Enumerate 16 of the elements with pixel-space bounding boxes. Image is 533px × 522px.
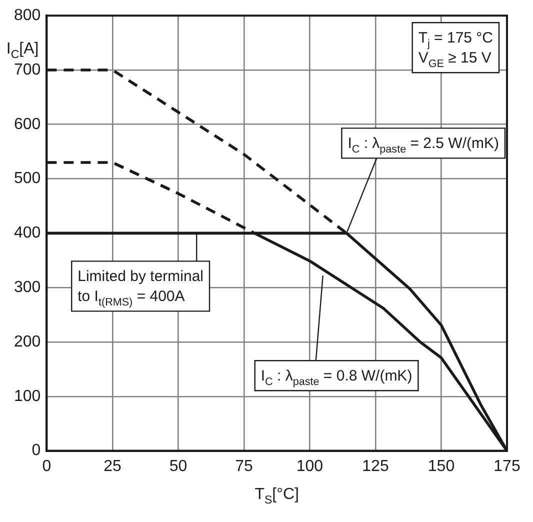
- y-tick-label: 400: [14, 224, 41, 242]
- x-tick-label: 150: [428, 458, 455, 475]
- y-tick-label: 500: [14, 170, 41, 188]
- y-tick-label: 600: [14, 116, 41, 133]
- y-tick-label: 100: [14, 388, 41, 405]
- x-tick-label: 25: [104, 458, 122, 475]
- y-tick-label: 200: [14, 333, 41, 350]
- y-tick-label: 800: [14, 7, 41, 24]
- x-tick-label: 100: [296, 458, 324, 475]
- y-tick-label: 700: [14, 61, 41, 78]
- y-tick-label: 300: [14, 279, 41, 296]
- x-tick-label: 125: [362, 458, 389, 475]
- x-tick-label: 50: [169, 458, 188, 475]
- x-tick-label: 75: [235, 458, 253, 475]
- x-tick-label: 175: [494, 458, 520, 475]
- y-tick-label: 0: [32, 442, 41, 460]
